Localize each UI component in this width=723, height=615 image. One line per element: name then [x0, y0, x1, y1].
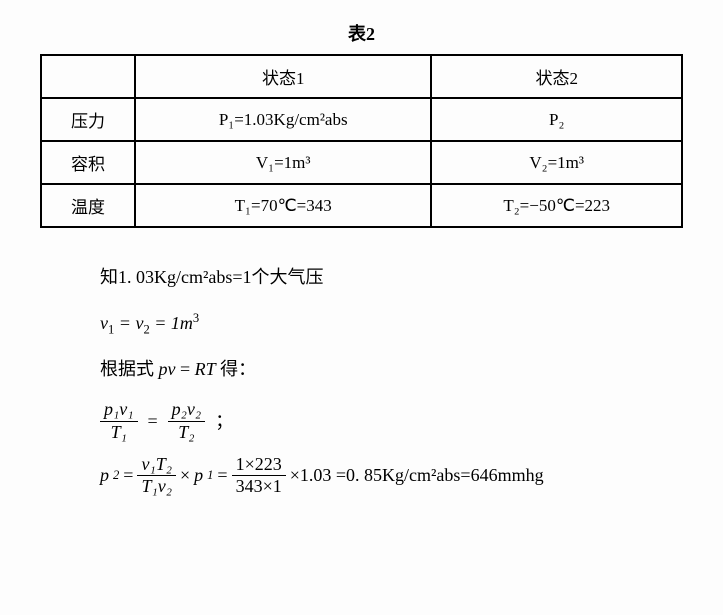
times-1: × [180, 456, 190, 496]
result-text: ×1.03 =0. 85Kg/cm²abs=646mmhg [290, 456, 544, 496]
eq-sign-4: = [123, 456, 133, 496]
frac1-denominator: T₁ [100, 422, 138, 444]
var-p1: p [194, 456, 203, 496]
cell-v1: V₁=1m³ [135, 141, 431, 184]
var-rt: RT [195, 359, 216, 379]
table-row: 压力 P₁=1.03Kg/cm²abs P₂ [41, 98, 682, 141]
fraction-4: 1×223 343×1 [232, 454, 286, 498]
cell-v2: V₂=1m³ [431, 141, 682, 184]
cell-p1: P₁=1.03Kg/cm²abs [135, 98, 431, 141]
derivation-content: 知1. 03Kg/cm²abs=1个大气压 v1 = v2 = 1m3 根据式 … [40, 258, 683, 498]
fraction-3: v₁T₂ T₁v₂ [137, 454, 176, 498]
frac4-denominator: 343×1 [232, 476, 286, 498]
frac3-denominator: T₁v₂ [137, 476, 176, 498]
sub-p1: 1 [207, 462, 213, 490]
fraction-1: p₁v₁ T₁ [100, 399, 138, 443]
eq-sign: = [114, 313, 135, 333]
cell-t2: T₂=−50℃=223 [431, 184, 682, 227]
table-caption: 表2 [40, 20, 683, 46]
text-de: 得： [216, 359, 257, 379]
sup-3: 3 [193, 311, 199, 325]
header-state2: 状态2 [431, 55, 682, 98]
eq-1m: = 1m [150, 313, 193, 333]
table-row: 温度 T₁=70℃=343 T₂=−50℃=223 [41, 184, 682, 227]
table-header-row: 状态1 状态2 [41, 55, 682, 98]
eq-sign-5: = [217, 456, 227, 496]
equation-v1-v2: v1 = v2 = 1m3 [100, 304, 683, 344]
frac4-numerator: 1×223 [232, 454, 286, 477]
sub-p2: 2 [113, 462, 119, 490]
frac3-numerator: v₁T₂ [137, 454, 176, 477]
header-state1: 状态1 [135, 55, 431, 98]
cell-t1: T₁=70℃=343 [135, 184, 431, 227]
fraction-2: p₂v₂ T₂ [168, 399, 206, 443]
frac2-numerator: p₂v₂ [168, 399, 206, 422]
row-label-volume: 容积 [41, 141, 135, 184]
equation-ratio: p₁v₁ T₁ = p₂v₂ T₂ ； [100, 399, 683, 443]
frac1-numerator: p₁v₁ [100, 399, 138, 422]
equation-p2: p2 = v₁T₂ T₁v₂ × p1 = 1×223 343×1 ×1.03 … [100, 454, 683, 498]
text-line-1: 知1. 03Kg/cm²abs=1个大气压 [100, 258, 683, 298]
eq-sign-2: = [176, 359, 195, 379]
text-line-3: 根据式 pv = RT 得： [100, 350, 683, 390]
semicolon: ； [215, 402, 233, 442]
var-pv: pv [159, 359, 176, 379]
var-p2: p [100, 456, 109, 496]
eq-sign-3: = [148, 402, 158, 442]
state-table: 状态1 状态2 压力 P₁=1.03Kg/cm²abs P₂ 容积 V₁=1m³… [40, 54, 683, 228]
text-genju: 根据式 [100, 359, 159, 379]
frac2-denominator: T₂ [168, 422, 206, 444]
row-label-pressure: 压力 [41, 98, 135, 141]
header-blank [41, 55, 135, 98]
row-label-temperature: 温度 [41, 184, 135, 227]
cell-p2: P₂ [431, 98, 682, 141]
table-row: 容积 V₁=1m³ V₂=1m³ [41, 141, 682, 184]
var-v1: v [100, 313, 108, 333]
